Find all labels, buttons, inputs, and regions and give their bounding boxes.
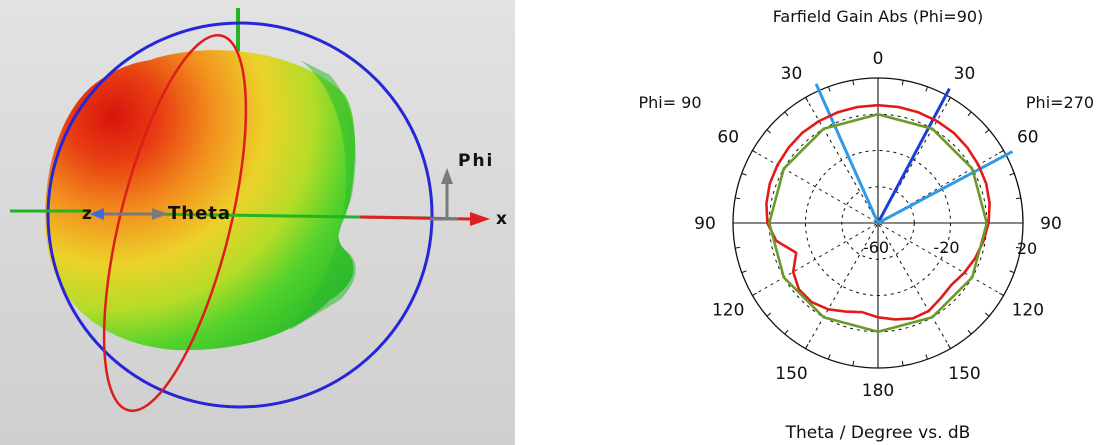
phi-arrowhead xyxy=(441,168,453,184)
pattern-shading xyxy=(290,60,356,330)
ring-tick-320 xyxy=(967,111,972,117)
theta-ring xyxy=(102,34,248,412)
phi-axis-label: Phi xyxy=(458,151,494,171)
ring-tick-250 xyxy=(1009,270,1015,274)
z-axis-label: z xyxy=(82,204,92,224)
ring-tick-40 xyxy=(784,111,789,117)
angle-tick-left-150: 150 xyxy=(775,364,807,384)
x-axis-label: x xyxy=(496,209,507,229)
ring-tick-340 xyxy=(925,86,929,92)
radial-tick-20: 20 xyxy=(1017,239,1037,258)
angle-tick-180: 180 xyxy=(862,381,894,401)
polar-chart: Farfield Gain Abs (Phi=90) 0 30 60 90 12… xyxy=(638,7,1094,443)
angle-tick-right-120: 120 xyxy=(1012,301,1044,321)
ring-tick-100 xyxy=(735,246,741,249)
ring-tick-80 xyxy=(735,197,741,200)
direction-line-1 xyxy=(877,150,1014,225)
angle-tick-right-150: 150 xyxy=(948,364,980,384)
ring-tick-150 xyxy=(805,343,809,349)
ring-tick-140 xyxy=(784,329,789,335)
angle-tick-right-60: 60 xyxy=(1017,128,1039,148)
ring-tick-190 xyxy=(901,360,904,366)
angle-tick-0: 0 xyxy=(873,49,884,69)
radial-tick-minus60: -60 xyxy=(863,238,889,257)
ring-tick-20 xyxy=(827,86,831,92)
ring-tick-60 xyxy=(752,150,758,154)
angle-tick-right-30: 30 xyxy=(954,64,976,84)
angle-tick-right-90: 90 xyxy=(1040,214,1062,234)
ring-tick-70 xyxy=(741,172,747,176)
x-axis-label: Theta / Degree vs. dB xyxy=(785,423,971,443)
ring-tick-170 xyxy=(852,360,855,366)
direction-line-0 xyxy=(876,87,951,224)
farfield-3d-view[interactable]: Phi Theta z x xyxy=(0,0,515,445)
bounding-circle xyxy=(46,21,434,409)
ring-tick-210 xyxy=(947,343,951,349)
ring-tick-130 xyxy=(766,312,772,317)
ring-tick-220 xyxy=(967,329,972,335)
z-arrowhead xyxy=(90,208,104,220)
direction-line-2 xyxy=(814,83,880,224)
ring-tick-300 xyxy=(998,150,1004,154)
angle-tick-left-60: 60 xyxy=(717,128,739,148)
series-0-line xyxy=(765,103,991,321)
ring-tick-30 xyxy=(805,97,809,103)
ring-tick-290 xyxy=(1009,172,1015,176)
polar-series xyxy=(765,103,991,334)
theta-axis-label: Theta xyxy=(168,203,231,224)
series-1-line xyxy=(768,113,989,334)
theta-arrowhead xyxy=(152,208,168,220)
left-phi-label: Phi= 90 xyxy=(638,93,701,112)
x-axis-arrowhead xyxy=(470,212,490,226)
chart-title: Farfield Gain Abs (Phi=90) xyxy=(773,7,984,26)
ring-tick-280 xyxy=(1015,197,1021,200)
angle-tick-left-120: 120 xyxy=(712,301,744,321)
ring-tick-240 xyxy=(998,292,1004,296)
direction-lines xyxy=(814,83,1014,225)
ring-tick-330 xyxy=(947,97,951,103)
radiation-pattern-surface xyxy=(45,50,355,351)
ring-tick-310 xyxy=(984,129,990,134)
ring-tick-160 xyxy=(827,354,831,360)
ring-tick-200 xyxy=(925,354,929,360)
ring-tick-50 xyxy=(766,129,772,134)
ring-tick-350 xyxy=(901,80,904,86)
ring-tick-120 xyxy=(752,292,758,296)
ring-tick-10 xyxy=(852,80,855,86)
ring-tick-230 xyxy=(984,312,990,317)
ring-tick-260 xyxy=(1015,246,1021,249)
angle-tick-left-30: 30 xyxy=(781,64,803,84)
angle-tick-left-90: 90 xyxy=(694,214,716,234)
right-phi-label: Phi=270 xyxy=(1026,93,1094,112)
radial-tick-minus20: -20 xyxy=(933,238,959,257)
ring-tick-110 xyxy=(741,270,747,274)
